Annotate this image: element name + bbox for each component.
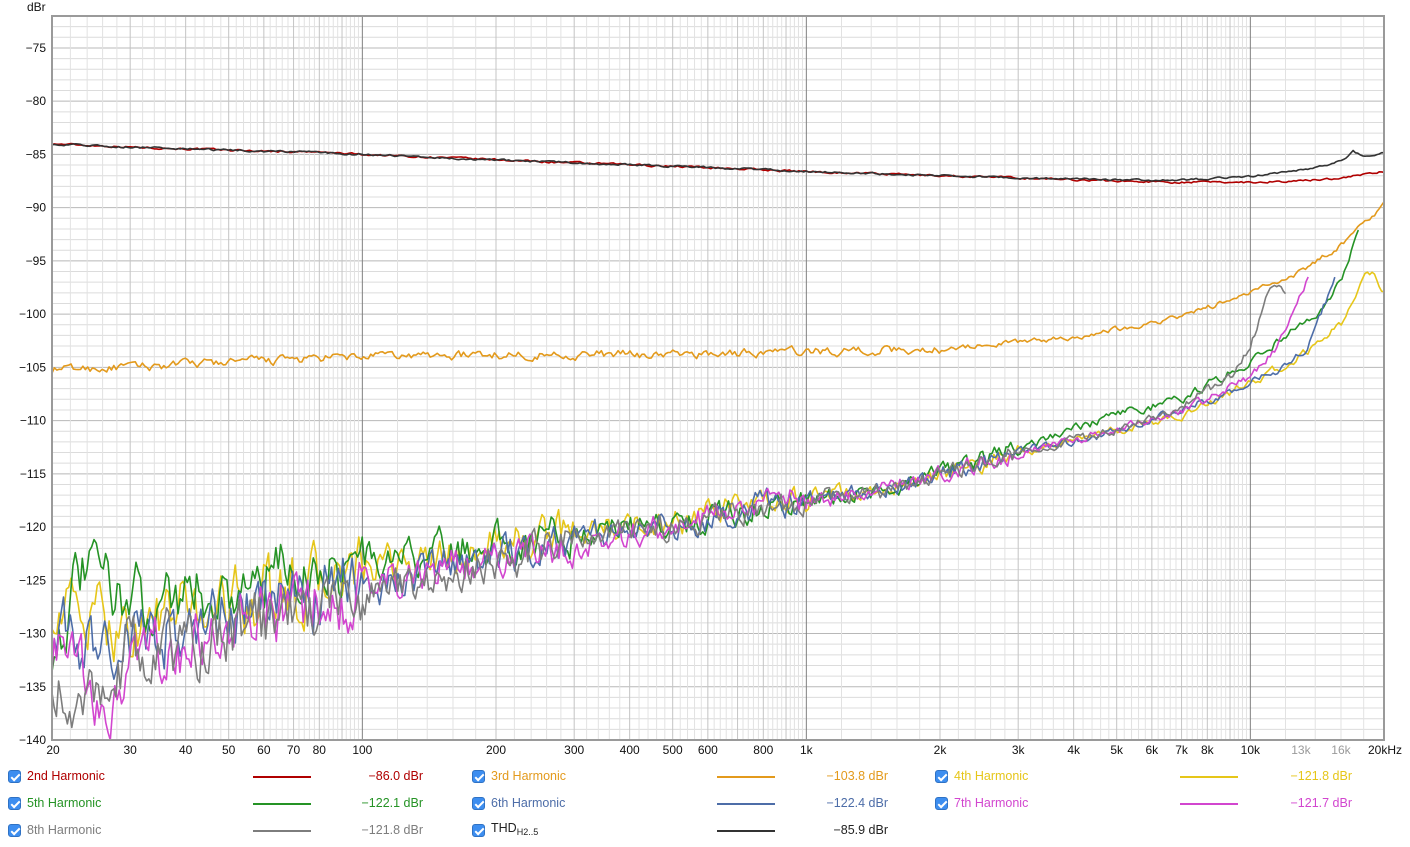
y-tick-label: −140 [19, 733, 46, 747]
checkbox-7th-harmonic[interactable] [935, 797, 948, 810]
legend-label: 8th Harmonic [27, 823, 102, 837]
x-tick-label: 2k [934, 743, 948, 757]
x-tick-label: 8k [1201, 743, 1215, 757]
x-tick-label: 20kHz [1368, 743, 1402, 757]
thd-harmonics-chart: dBr −75−80−85−90−95−100−105−110−115−120−… [19, 0, 1402, 757]
series-line-5th-harmonic [51, 229, 1360, 672]
legend-label-subscript: H2..5 [516, 827, 539, 837]
x-tick-label: 7k [1175, 743, 1189, 757]
x-tick-label: 13k [1291, 743, 1311, 757]
x-tick-label: 600 [698, 743, 718, 757]
checkbox-8th-harmonic[interactable] [8, 824, 21, 837]
legend-label: 5th Harmonic [27, 796, 102, 810]
y-tick-label: −100 [19, 307, 46, 321]
x-tick-label: 3k [1012, 743, 1026, 757]
x-tick-label: 16k [1331, 743, 1351, 757]
legend-value: −85.9 dBr [833, 823, 888, 837]
legend-label: 4th Harmonic [954, 769, 1029, 783]
legend-line-swatch [1180, 803, 1238, 805]
series-line-2nd-harmonic [51, 142, 1385, 185]
y-tick-label: −75 [26, 41, 47, 55]
series-line-3rd-harmonic [51, 201, 1385, 374]
legend-value: −122.1 dBr [361, 796, 423, 810]
x-tick-label: 60 [257, 743, 271, 757]
x-tick-label: 6k [1145, 743, 1159, 757]
legend-item-thd[interactable]: THDH2..5 −85.9 dBr [472, 821, 912, 841]
legend-line-swatch [717, 803, 775, 805]
legend-label: 2nd Harmonic [27, 769, 105, 783]
legend-line-swatch [253, 776, 311, 778]
y-tick-label: −135 [19, 680, 46, 694]
legend-line-swatch [717, 776, 775, 778]
series-line-thdh2-5 [51, 143, 1384, 182]
x-tick-label: 1k [800, 743, 814, 757]
plot-area [51, 142, 1385, 741]
legend-label-main: THD [491, 821, 517, 835]
checkbox-5th-harmonic[interactable] [8, 797, 21, 810]
legend-label: 3rd Harmonic [491, 769, 567, 783]
y-axis-unit-label: dBr [27, 0, 46, 14]
legend-value: −121.8 dBr [1290, 769, 1352, 783]
legend-value: −121.7 dBr [1290, 796, 1352, 810]
checkbox-4th-harmonic[interactable] [935, 770, 948, 783]
x-tick-label: 20 [46, 743, 60, 757]
y-tick-label: −90 [26, 201, 47, 215]
x-tick-label: 5k [1110, 743, 1124, 757]
legend: 2nd Harmonic −86.0 dBr 3rd Harmonic −103… [0, 762, 1410, 847]
checkbox-thd[interactable] [472, 824, 485, 837]
legend-item-4th-harmonic[interactable]: 4th Harmonic −121.8 dBr [935, 767, 1375, 787]
legend-value: −122.4 dBr [826, 796, 888, 810]
x-tick-label: 200 [486, 743, 506, 757]
x-tick-label: 40 [179, 743, 193, 757]
x-tick-label: 30 [124, 743, 138, 757]
checkbox-3rd-harmonic[interactable] [472, 770, 485, 783]
legend-line-swatch [1180, 776, 1238, 778]
series-line-4th-harmonic [51, 271, 1385, 663]
legend-item-2nd-harmonic[interactable]: 2nd Harmonic −86.0 dBr [8, 767, 448, 787]
plot-frame [51, 15, 1385, 741]
series-line-8th-harmonic [51, 284, 1287, 729]
x-tick-label: 100 [352, 743, 372, 757]
x-tick-label: 70 [287, 743, 301, 757]
x-tick-label: 500 [663, 743, 683, 757]
checkbox-2nd-harmonic[interactable] [8, 770, 21, 783]
x-tick-label: 800 [753, 743, 773, 757]
legend-line-swatch [717, 830, 775, 832]
legend-label: 7th Harmonic [954, 796, 1029, 810]
legend-value: −121.8 dBr [361, 823, 423, 837]
y-tick-label: −80 [26, 94, 47, 108]
legend-item-5th-harmonic[interactable]: 5th Harmonic −122.1 dBr [8, 794, 448, 814]
x-tick-label: 300 [564, 743, 584, 757]
y-tick-label: −115 [20, 467, 46, 481]
legend-label: THDH2..5 [491, 821, 538, 837]
axis-ticks: −75 −80 −85 −90 −95 −100 −105 −110 −115 −120 −125 −… [19, 41, 1402, 757]
y-tick-label: −110 [20, 414, 46, 428]
x-tick-label: 400 [620, 743, 640, 757]
x-tick-label: 50 [222, 743, 236, 757]
legend-line-swatch [253, 830, 311, 832]
legend-item-3rd-harmonic[interactable]: 3rd Harmonic −103.8 dBr [472, 767, 912, 787]
legend-item-7th-harmonic[interactable]: 7th Harmonic −121.7 dBr [935, 794, 1375, 814]
x-tick-label: 4k [1067, 743, 1081, 757]
x-tick-label: 10k [1241, 743, 1261, 757]
y-tick-label: −120 [19, 520, 46, 534]
legend-label: 6th Harmonic [491, 796, 566, 810]
legend-value: −86.0 dBr [368, 769, 423, 783]
legend-line-swatch [253, 803, 311, 805]
y-tick-label: −125 [19, 573, 46, 587]
y-tick-label: −105 [19, 360, 46, 374]
checkbox-6th-harmonic[interactable] [472, 797, 485, 810]
y-tick-label: −95 [26, 254, 47, 268]
legend-item-6th-harmonic[interactable]: 6th Harmonic −122.4 dBr [472, 794, 912, 814]
legend-item-8th-harmonic[interactable]: 8th Harmonic −121.8 dBr [8, 821, 448, 841]
series-line-6th-harmonic [51, 276, 1336, 681]
y-tick-label: −130 [19, 627, 46, 641]
x-tick-label: 80 [313, 743, 327, 757]
y-tick-label: −85 [26, 147, 47, 161]
legend-value: −103.8 dBr [826, 769, 888, 783]
